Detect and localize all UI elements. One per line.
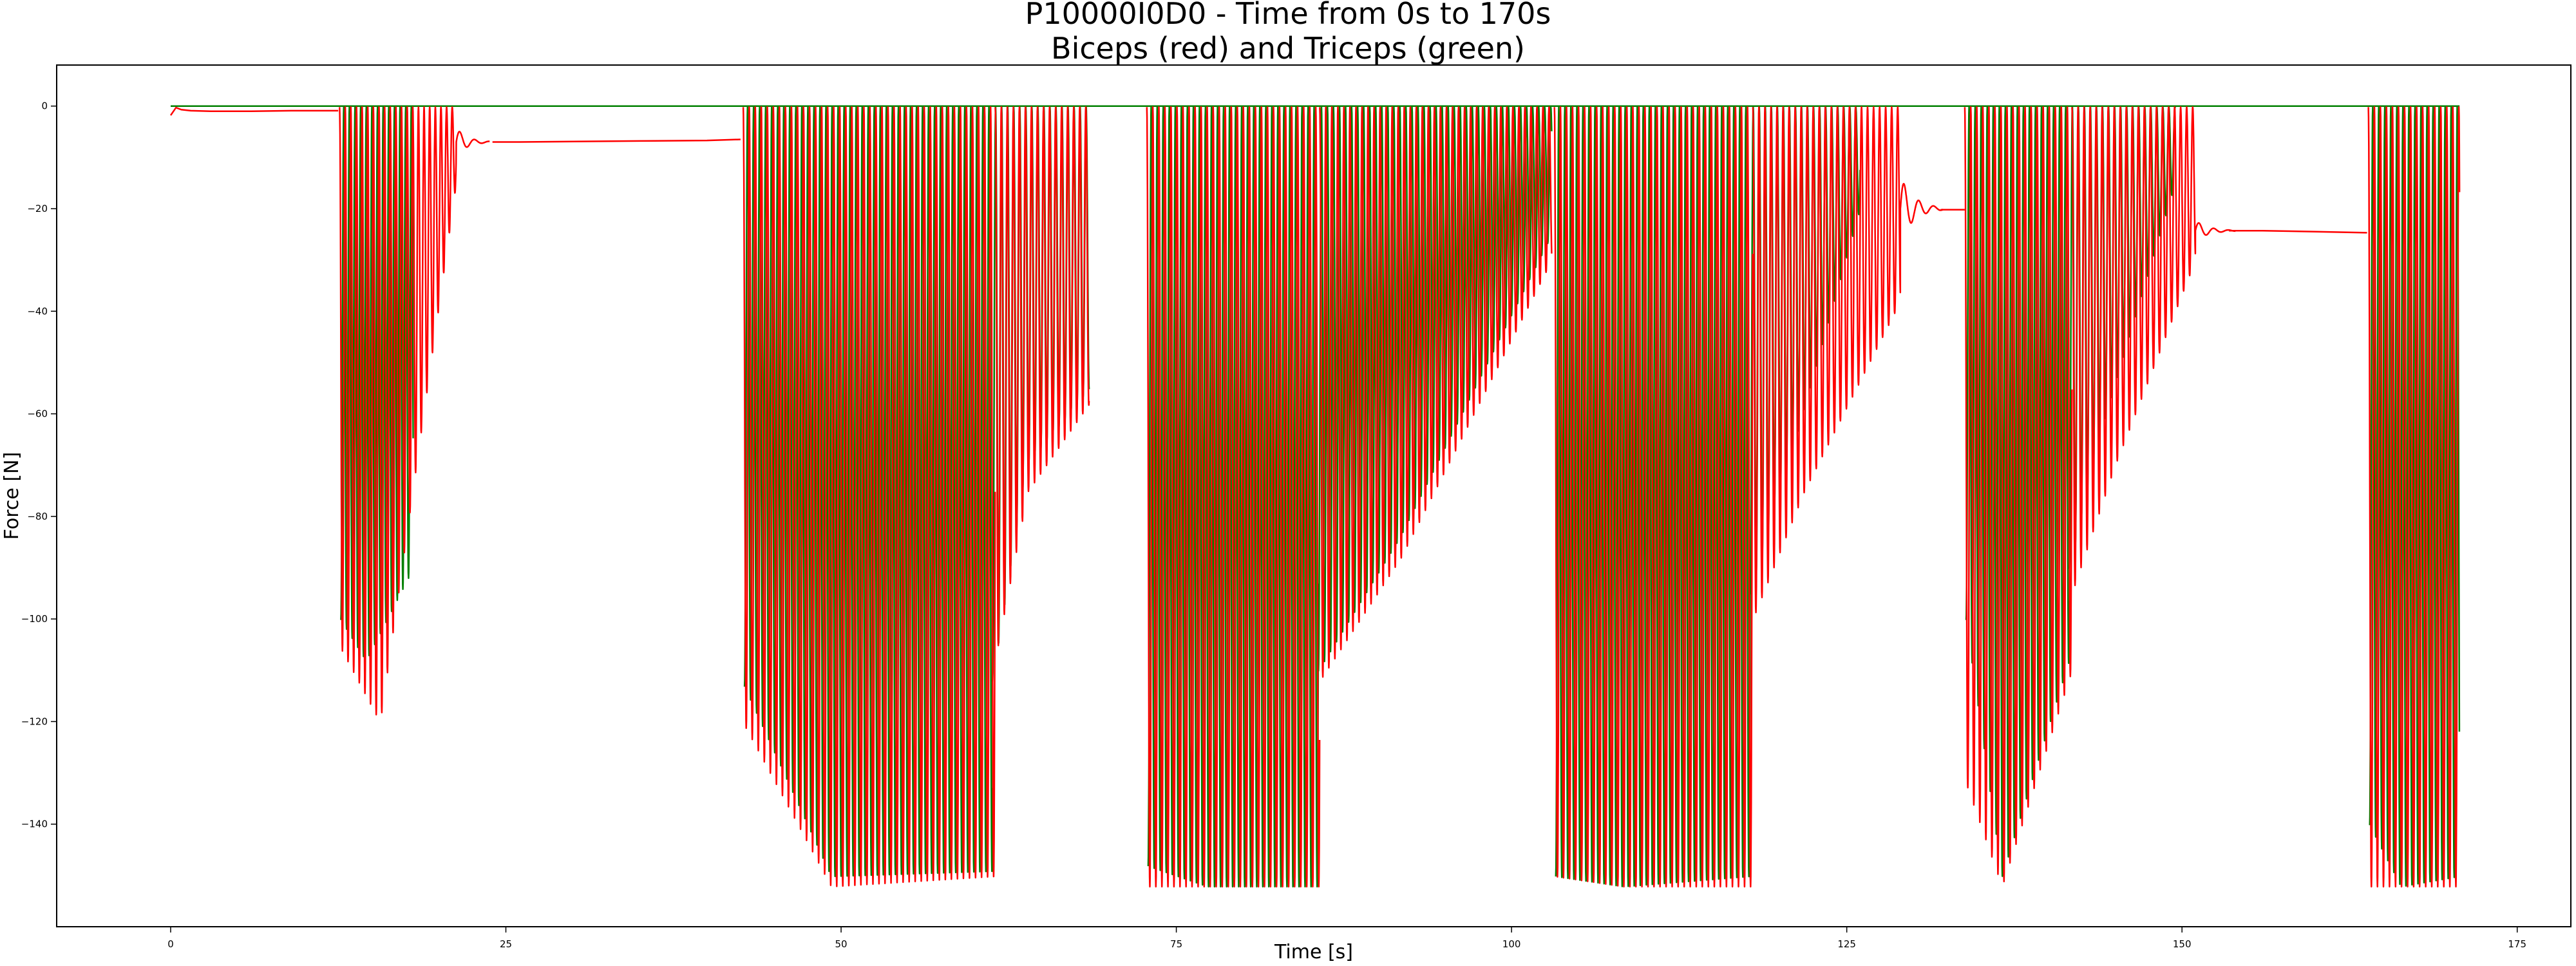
x-tick-label: 100	[1502, 938, 1521, 950]
y-axis-ticks: 0 −20 −40 −60 −80 −100 −120 −140	[21, 100, 57, 830]
y-axis-label: Force [N]	[1, 452, 23, 540]
y-tick-label: 0	[41, 100, 48, 112]
series-layer	[169, 105, 2461, 888]
series-line	[743, 106, 994, 878]
y-tick-label: −40	[27, 305, 48, 317]
chart-title-text: P10000I0D0 - Time from 0s to 170s	[1025, 0, 1551, 31]
series-line	[169, 106, 339, 116]
x-tick-label: 25	[500, 938, 512, 950]
series-biceps-red	[169, 106, 2461, 888]
series-line	[1965, 106, 2070, 877]
chart-subtitle-text: Biceps (red) and Triceps (green)	[1051, 31, 1525, 66]
x-axis-ticks: 0 25 50 75 100 125 150 175	[167, 927, 2526, 950]
chart-title: P10000I0D0 - Time from 0s to 170s	[0, 0, 2576, 28]
x-tick-label: 125	[1837, 938, 1856, 950]
series-line	[2367, 106, 2461, 888]
x-axis-label: Time [s]	[1274, 941, 1353, 963]
plot-area: 0 25 50 75 100 125 150 175 0 −20 −40 −60 −80 −100 −12…	[21, 64, 2571, 950]
series-line	[1553, 106, 1754, 888]
axes-frame	[56, 64, 2571, 927]
series-line	[742, 106, 996, 887]
y-tick-label: −60	[27, 408, 48, 420]
x-tick-label: 0	[167, 938, 174, 950]
series-line	[1752, 106, 1944, 614]
series-line	[492, 138, 741, 143]
y-tick-label: −140	[21, 819, 48, 830]
y-tick-label: −80	[27, 511, 48, 522]
y-tick-label: −120	[21, 715, 48, 727]
series-line	[2071, 106, 2237, 587]
series-line	[1146, 106, 1321, 888]
y-tick-label: −100	[21, 613, 48, 625]
y-tick-label: −20	[27, 203, 48, 214]
x-tick-label: 75	[1170, 938, 1182, 950]
series-line	[1319, 106, 1553, 678]
series-line	[994, 106, 1090, 647]
x-tick-label: 175	[2508, 938, 2526, 950]
x-tick-label: 150	[2173, 938, 2192, 950]
series-line	[339, 106, 491, 715]
series-line	[2369, 106, 2461, 887]
series-line	[1964, 106, 2073, 883]
series-line	[2229, 229, 2367, 234]
x-tick-label: 50	[835, 938, 848, 950]
chart-subtitle: Biceps (red) and Triceps (green)	[0, 33, 2576, 63]
